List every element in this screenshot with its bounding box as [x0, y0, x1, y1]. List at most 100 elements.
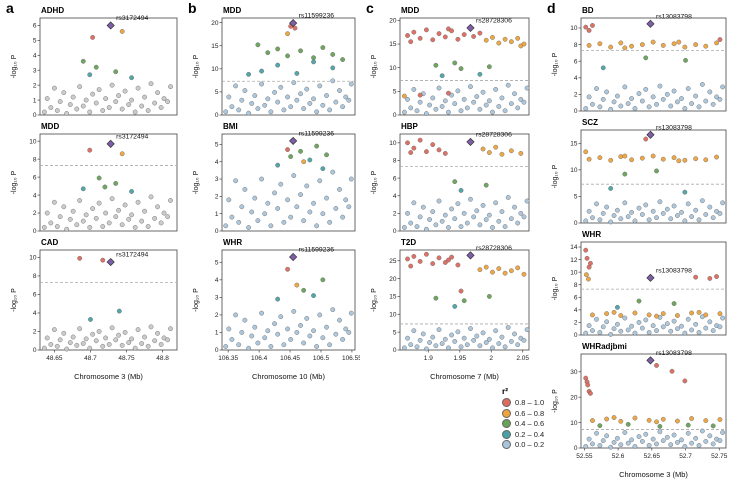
- svg-text:4: 4: [215, 277, 219, 284]
- svg-text:6: 6: [393, 175, 397, 182]
- svg-text:5: 5: [574, 194, 578, 201]
- svg-text:0: 0: [215, 112, 219, 119]
- subplot-title: MDD: [223, 6, 241, 15]
- scatter-points: [41, 255, 173, 352]
- lead-snp-diamond: [646, 356, 655, 365]
- x-axis-label: Chromosome 3 (Mb): [619, 470, 688, 479]
- svg-text:1: 1: [215, 211, 219, 218]
- subplot-title: HBP: [401, 122, 419, 131]
- svg-text:15: 15: [389, 294, 397, 301]
- y-axis-label: -log₁₀ P: [371, 288, 378, 312]
- chart-d-whradjbmi: 0 10 20 30 52.55 52.6 52.65 52.7 52.75 Chromosome…: [552, 342, 728, 479]
- y-axis-label: -log₁₀ P: [193, 288, 200, 312]
- chart-a-adhd: 0 1 2 3 4 5 6 rs3172494 ADHD -log₁₀ P: [11, 6, 178, 119]
- scatter-points: [401, 137, 530, 232]
- svg-text:15: 15: [211, 43, 219, 50]
- y-axis-label: -log₁₀ P: [11, 54, 18, 78]
- x-axis-label: Chromosome 10 (Mb): [252, 372, 325, 381]
- svg-text:4: 4: [33, 310, 37, 317]
- svg-text:5: 5: [393, 329, 397, 336]
- lead-snp-diamond: [106, 257, 115, 267]
- svg-text:6: 6: [33, 174, 37, 181]
- svg-text:15: 15: [389, 41, 397, 48]
- y-axis-label: -log₁₀ P: [552, 52, 559, 76]
- svg-text:0: 0: [33, 112, 37, 119]
- svg-text:8: 8: [33, 273, 37, 280]
- y-axis-label: -log₁₀ P: [193, 170, 200, 194]
- scatter-points: [583, 23, 726, 112]
- chart-a-cad: 0 2 4 6 8 10 48.65 48.7 48.75 48.8 Chromosome 3 (M…: [11, 238, 178, 381]
- chart-c-mdd: 0 5 10 15 20 rs28728306 MDD -log₁₀ P: [371, 6, 530, 119]
- svg-text:20: 20: [570, 394, 578, 401]
- legend-entry-label: 0.4 – 0.6: [515, 419, 545, 428]
- svg-text:3: 3: [215, 295, 219, 302]
- svg-text:3: 3: [215, 176, 219, 183]
- lead-snp-label: rs28728306: [476, 131, 512, 138]
- lead-snp-label: rs13083798: [656, 350, 692, 357]
- svg-text:10: 10: [570, 269, 578, 276]
- svg-text:6: 6: [574, 294, 578, 301]
- svg-text:0: 0: [33, 228, 37, 235]
- subplot-title: MDD: [41, 122, 59, 131]
- y-axis-label: -log₁₀ P: [11, 288, 18, 312]
- y-axis-label: -log₁₀ P: [11, 170, 18, 194]
- legend-swatch-0.6-0.8: [502, 408, 511, 418]
- y-axis-label: -log₁₀ P: [371, 170, 378, 194]
- svg-text:20: 20: [389, 18, 397, 25]
- svg-text:48.65: 48.65: [46, 355, 63, 362]
- chart-b-mdd: 0 5 10 15 20 rs11599236 MDD -log₁₀ P: [193, 6, 356, 119]
- svg-text:10: 10: [29, 138, 37, 145]
- subplot-title: WHR: [582, 230, 601, 239]
- lead-snp-label: rs3172494: [116, 15, 148, 22]
- svg-text:4: 4: [33, 192, 37, 199]
- lead-snp-diamond: [289, 136, 298, 146]
- scatter-points: [583, 136, 726, 225]
- legend-entry: 0.6 – 0.8: [502, 408, 544, 418]
- svg-text:10: 10: [29, 255, 37, 262]
- chart-b-whr: 0 1 2 3 4 5 106.35 106.4 106.45 106.5 106.55 Chromo…: [193, 238, 360, 381]
- svg-text:0: 0: [393, 228, 397, 235]
- svg-text:106.4: 106.4: [251, 355, 268, 362]
- y-axis-label: -log₁₀ P: [552, 389, 559, 413]
- svg-text:48.75: 48.75: [118, 355, 135, 362]
- y-axis-label: -log₁₀ P: [552, 164, 559, 188]
- chart-b-bmi: 0 1 2 3 4 5 rs11599236 BMI -log₁₀ P: [193, 122, 356, 235]
- svg-text:52.55: 52.55: [576, 453, 593, 460]
- svg-text:106.5: 106.5: [313, 355, 330, 362]
- plot-frame: [580, 353, 727, 449]
- scatter-points: [223, 23, 354, 116]
- svg-text:0: 0: [215, 228, 219, 235]
- svg-text:48.8: 48.8: [156, 355, 169, 362]
- svg-text:0: 0: [574, 445, 578, 452]
- scatter-points: [583, 363, 726, 450]
- panel-label-b: b: [188, 0, 197, 16]
- svg-text:0: 0: [574, 332, 578, 339]
- subplot-title: WHR: [223, 238, 242, 247]
- plot-frame: [39, 133, 178, 232]
- svg-text:10: 10: [389, 140, 397, 147]
- svg-text:48.7: 48.7: [84, 355, 97, 362]
- svg-text:4: 4: [574, 75, 578, 82]
- legend-entry: 0.4 – 0.6: [502, 419, 544, 428]
- svg-text:14: 14: [570, 244, 578, 251]
- lead-snp-diamond: [466, 137, 475, 147]
- legend-entry: 0.0 – 0.2: [502, 440, 544, 449]
- chart-d-whr: 0 2 4 6 8 10 12 14 rs13083798 WHR -log₁₀ P: [552, 230, 727, 339]
- subplot-title: T2D: [401, 238, 416, 247]
- lead-snp-diamond: [646, 130, 655, 139]
- subplot-title: MDD: [401, 6, 419, 15]
- svg-text:10: 10: [570, 167, 578, 174]
- svg-text:2: 2: [215, 194, 219, 201]
- svg-text:8: 8: [33, 156, 37, 163]
- svg-text:10: 10: [389, 311, 397, 318]
- scatter-points: [41, 147, 173, 232]
- legend-entry-label: 0.8 – 1.0: [515, 398, 545, 407]
- lead-snp-label: rs3172494: [116, 133, 148, 140]
- subplot-title: BD: [582, 6, 594, 15]
- svg-text:2: 2: [215, 312, 219, 319]
- lead-snp-diamond: [646, 273, 655, 282]
- lead-snp-diamond: [646, 19, 655, 28]
- svg-text:1.9: 1.9: [424, 355, 433, 362]
- svg-text:10: 10: [389, 65, 397, 72]
- lead-snp-label: rs11599236: [299, 130, 335, 137]
